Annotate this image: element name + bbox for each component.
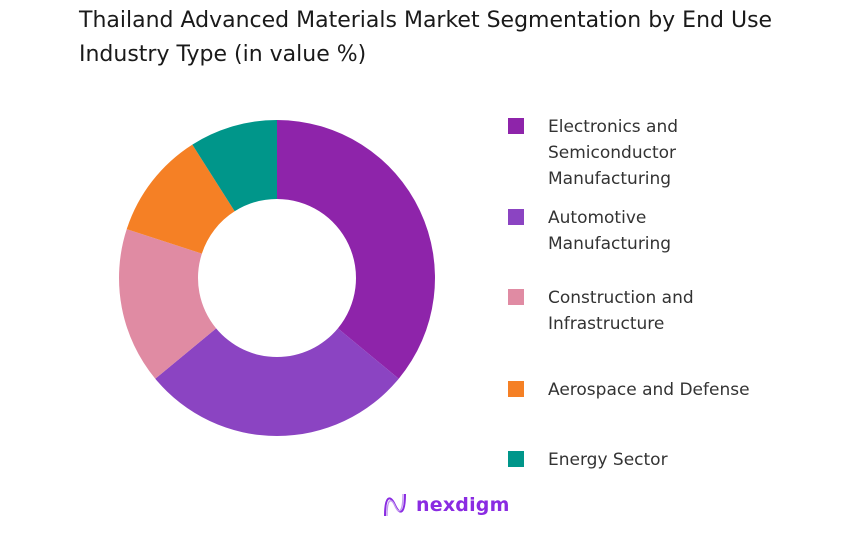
legend-item: Electronics and Semiconductor Manufactur…: [508, 114, 698, 192]
slice-aerospace-and-defense: [126, 144, 235, 254]
legend-label: Electronics and Semiconductor Manufactur…: [548, 117, 679, 189]
nexdigm-logo: nexdigm: [382, 492, 510, 518]
nexdigm-logo-icon: [384, 493, 406, 517]
legend-label: Automotive Manufacturing: [548, 208, 672, 254]
slice-electronics-and-semiconductor-manufacturing: [277, 120, 435, 379]
brand-name: nexdigm: [416, 494, 510, 516]
legend-label: Construction and Infrastructure: [548, 288, 694, 334]
legend-item: Aerospace and Defense: [508, 377, 778, 403]
legend-swatch: [508, 118, 524, 134]
legend-swatch: [508, 381, 524, 397]
legend-label: Aerospace and Defense: [548, 380, 750, 400]
legend-item: Construction and Infrastructure: [508, 285, 718, 337]
legend-swatch: [508, 289, 524, 305]
slice-energy-sector: [192, 120, 277, 212]
legend-swatch: [508, 451, 524, 467]
slice-construction-and-infrastructure: [119, 229, 217, 379]
legend-item: Automotive Manufacturing: [508, 205, 688, 257]
legend-item: Energy Sector: [508, 447, 778, 473]
legend-label: Energy Sector: [548, 450, 668, 470]
legend-swatch: [508, 209, 524, 225]
chart-title: Thailand Advanced Materials Market Segme…: [79, 8, 773, 67]
slice-automotive-manufacturing: [155, 328, 399, 436]
